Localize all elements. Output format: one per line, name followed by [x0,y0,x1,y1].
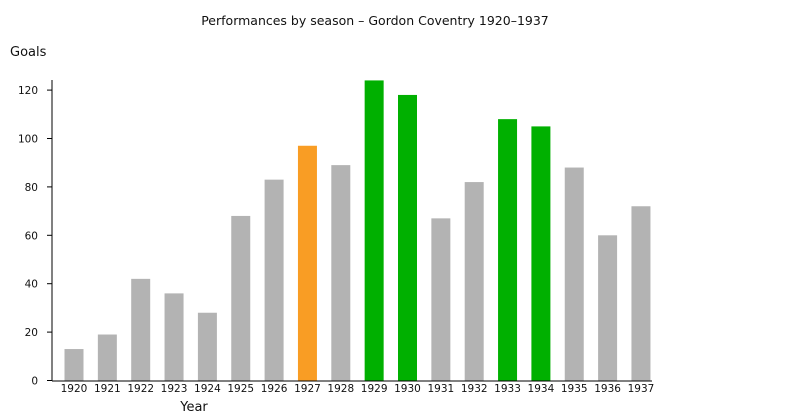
bar-1933 [498,119,518,381]
bar-1924 [197,312,217,381]
bar-1925 [231,215,251,381]
x-tick-label: 1936 [594,383,621,395]
bar-1922 [131,278,151,381]
y-tick-label: 0 [31,376,38,388]
x-tick-label: 1922 [127,383,154,395]
bar-1931 [431,218,451,381]
x-tick-label: 1937 [628,383,655,395]
x-tick-label: 1935 [561,383,588,395]
x-axis-label: Year [179,400,208,415]
bar-1930 [398,94,417,381]
bar-1920 [64,349,84,381]
y-tick-label: 80 [25,182,38,194]
y-tick-label: 100 [18,134,38,146]
x-tick-label: 1920 [61,383,88,395]
x-tick-label: 1934 [528,383,555,395]
y-tick-label: 60 [25,230,38,242]
bar-1926 [264,179,284,381]
bar-1937 [631,206,651,381]
x-tick-label: 1927 [294,383,321,395]
bar-1921 [97,334,117,381]
x-tick-label: 1931 [427,383,454,395]
y-axis-label: Goals [10,45,47,60]
bar-1935 [564,167,584,381]
x-tick-label: 1930 [394,383,421,395]
bar-1928 [331,165,351,381]
x-tick-label: 1925 [227,383,254,395]
bar-1923 [164,293,184,381]
y-tick-label: 20 [25,327,38,339]
y-tick-label: 40 [25,279,38,291]
x-tick-label: 1926 [261,383,288,395]
x-tick-label: 1924 [194,383,221,395]
x-tick-label: 1933 [494,383,521,395]
bar-1929 [364,80,384,381]
chart-title: Performances by season – Gordon Coventry… [201,13,549,28]
x-tick-label: 1928 [327,383,354,395]
bar-1927 [297,145,317,381]
bar-1936 [598,235,618,381]
bar-1934 [531,126,551,381]
x-tick-label: 1923 [161,383,188,395]
y-tick-label: 120 [18,85,38,97]
x-tick-label: 1921 [94,383,121,395]
x-tick-label: 1929 [361,383,388,395]
x-tick-label: 1932 [461,383,488,395]
bar-1932 [464,182,484,381]
